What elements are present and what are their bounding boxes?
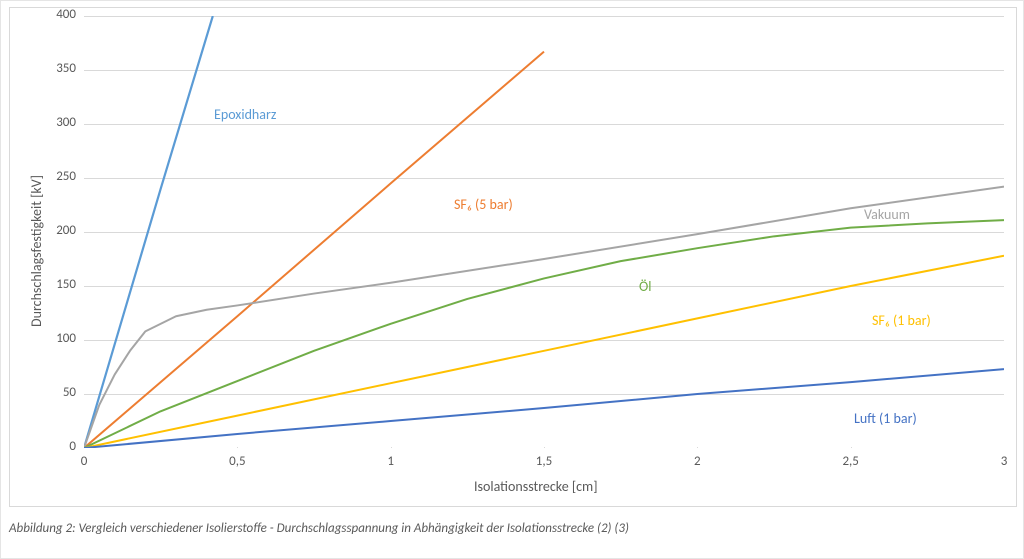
y-tick-label: 300 xyxy=(56,115,76,130)
x-tick-label: 0,5 xyxy=(222,454,252,469)
y-tick-label: 250 xyxy=(56,169,76,184)
y-tick-label: 150 xyxy=(56,277,76,292)
y-tick-label: 200 xyxy=(56,223,76,238)
chart-outer: Epoxidharz SF₆ (5 bar) Vakuum Öl SF₆ (1 bar)… xyxy=(9,7,1017,507)
x-tick-label: 3 xyxy=(989,454,1019,469)
series-label: Vakuum xyxy=(864,206,910,223)
y-axis-label: Durchschlagsfestigkeit [kV] xyxy=(28,175,45,327)
series-line xyxy=(84,369,1004,448)
figure-wrap: Epoxidharz SF₆ (5 bar) Vakuum Öl SF₆ (1 bar)… xyxy=(0,0,1024,559)
x-tick-label: 2 xyxy=(682,454,712,469)
y-tick-label: 400 xyxy=(56,7,76,22)
y-tick-label: 350 xyxy=(56,61,76,76)
x-tick-label: 2,5 xyxy=(836,454,866,469)
series-line xyxy=(84,52,544,448)
x-tick-label: 1 xyxy=(376,454,406,469)
x-tick-label: 0 xyxy=(69,454,99,469)
x-axis-label: Isolationsstrecke [cm] xyxy=(474,478,598,495)
series-label: Luft (1 bar) xyxy=(854,410,917,427)
y-tick-label: 0 xyxy=(69,439,76,454)
series-label: SF₆ (1 bar) xyxy=(872,312,931,329)
y-tick-label: 100 xyxy=(56,331,76,346)
plot-area: Epoxidharz SF₆ (5 bar) Vakuum Öl SF₆ (1 bar)… xyxy=(84,16,1004,448)
x-tick-label: 1,5 xyxy=(529,454,559,469)
figure-caption: Abbildung 2: Vergleich verschiedener Iso… xyxy=(9,521,1015,536)
series-line xyxy=(84,16,213,448)
series-label: Öl xyxy=(639,278,651,295)
series-label: SF₆ (5 bar) xyxy=(454,196,513,213)
series-svg xyxy=(84,16,1004,448)
y-tick-label: 50 xyxy=(63,385,76,400)
series-label: Epoxidharz xyxy=(214,106,276,123)
